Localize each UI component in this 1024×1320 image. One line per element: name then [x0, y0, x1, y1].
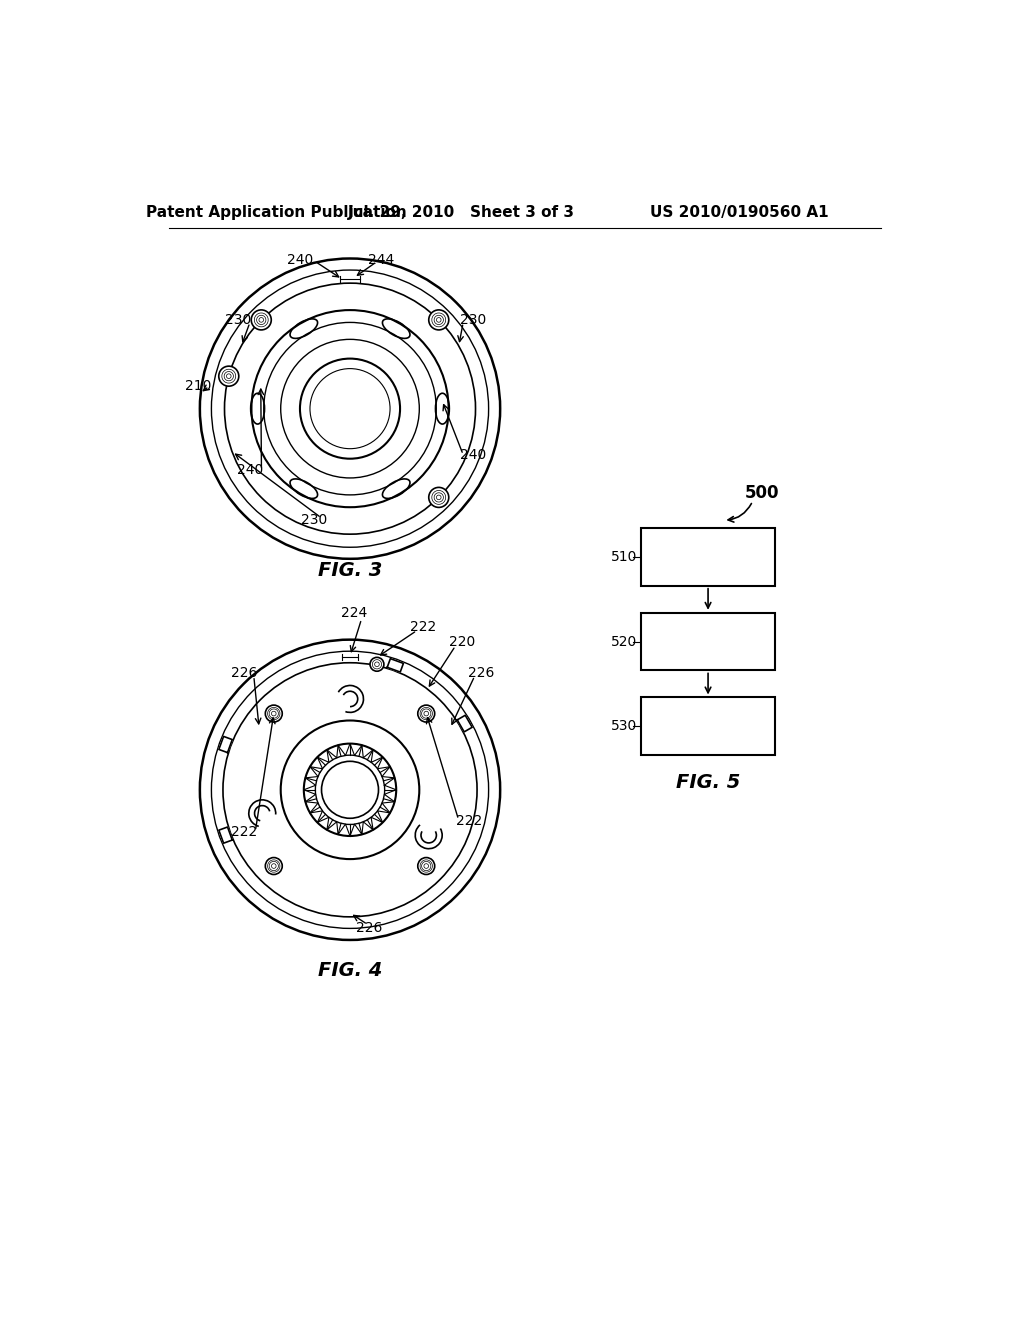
Circle shape — [265, 705, 283, 722]
FancyBboxPatch shape — [641, 528, 775, 586]
Text: 230: 230 — [301, 513, 327, 527]
Text: PRESS FIT PINS
INTO FIRST
FLANGE: PRESS FIT PINS INTO FIRST FLANGE — [655, 533, 761, 579]
Polygon shape — [219, 737, 232, 752]
Text: US 2010/0190560 A1: US 2010/0190560 A1 — [649, 205, 828, 220]
Circle shape — [429, 487, 449, 507]
Circle shape — [370, 657, 384, 671]
Circle shape — [251, 310, 271, 330]
Text: 240: 240 — [287, 253, 313, 267]
Text: 222: 222 — [410, 619, 436, 634]
Circle shape — [418, 705, 435, 722]
Text: 230: 230 — [225, 313, 252, 327]
Text: JOIN FIRST
FLANGE TO
SECOND FLANGE: JOIN FIRST FLANGE TO SECOND FLANGE — [648, 704, 768, 750]
Polygon shape — [387, 659, 403, 672]
Text: Patent Application Publication: Patent Application Publication — [146, 205, 408, 220]
Text: 226: 226 — [356, 921, 382, 936]
Text: 240: 240 — [460, 447, 486, 462]
Text: 224: 224 — [341, 606, 367, 619]
Text: 500: 500 — [744, 484, 779, 503]
FancyBboxPatch shape — [641, 612, 775, 671]
Text: 230: 230 — [460, 313, 486, 327]
Text: 510: 510 — [610, 550, 637, 564]
Text: 226: 226 — [231, 665, 258, 680]
Text: 530: 530 — [610, 719, 637, 734]
Text: 226: 226 — [468, 665, 495, 680]
Circle shape — [219, 366, 239, 387]
Polygon shape — [458, 715, 472, 731]
Text: 222: 222 — [231, 825, 258, 840]
Circle shape — [429, 310, 449, 330]
Text: 210: 210 — [185, 379, 212, 392]
Text: FORM OPENINGS
IN SECOND
FLANGE: FORM OPENINGS IN SECOND FLANGE — [649, 618, 767, 665]
Text: 244: 244 — [368, 253, 394, 267]
FancyBboxPatch shape — [641, 697, 775, 755]
Text: 240: 240 — [237, 463, 263, 478]
Circle shape — [418, 858, 435, 874]
Circle shape — [265, 858, 283, 874]
Text: 220: 220 — [449, 635, 475, 649]
Text: FIG. 4: FIG. 4 — [317, 961, 382, 981]
Text: 222: 222 — [457, 813, 482, 828]
Text: FIG. 3: FIG. 3 — [317, 561, 382, 579]
Polygon shape — [219, 828, 232, 843]
Text: FIG. 5: FIG. 5 — [676, 772, 740, 792]
Text: Jul. 29, 2010   Sheet 3 of 3: Jul. 29, 2010 Sheet 3 of 3 — [348, 205, 575, 220]
Text: 520: 520 — [610, 635, 637, 648]
